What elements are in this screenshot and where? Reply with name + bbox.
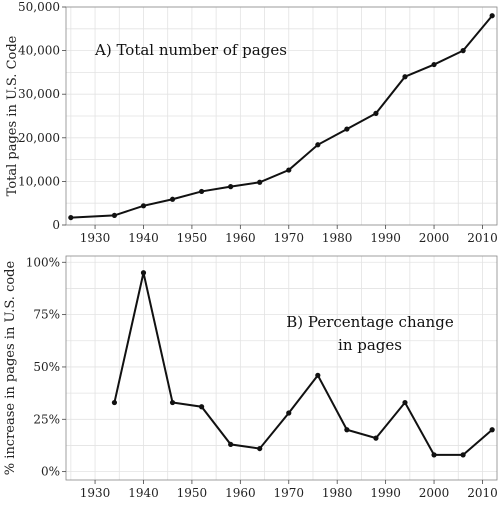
data-point: [402, 399, 408, 406]
x-tick-label: 1930: [80, 231, 111, 245]
x-tick-label: 1950: [177, 486, 208, 500]
x-tick-label: 1950: [177, 231, 208, 245]
panel-annotation: in pages: [338, 336, 402, 354]
plot-frame: [65, 6, 498, 226]
x-tick-label: 1930: [80, 486, 111, 500]
x-tick-label: 1960: [225, 486, 256, 500]
data-point: [140, 203, 147, 209]
chart-panel-b: 1930 1940 1950 1960 1970 1980 1990 2000 2010 0% 25…: [3, 255, 498, 500]
y-tick-label: 40,000: [18, 44, 60, 58]
data-point: [228, 184, 234, 190]
panel-annotation: A) Total number of pages: [94, 41, 287, 59]
y-tick-label: 100%: [26, 255, 60, 269]
data-point: [286, 410, 292, 416]
data-point: [169, 196, 176, 202]
x-tick-label: 1970: [273, 231, 304, 245]
y-axis-label: Total pages in U.S. Code: [5, 35, 20, 196]
data-point: [111, 212, 118, 219]
data-point: [315, 142, 321, 148]
y-axis-label: % increase in pages in U.S. code: [3, 261, 18, 476]
x-tick-label: 1940: [128, 231, 159, 245]
data-point: [315, 372, 321, 378]
x-tick-label: 1980: [322, 486, 353, 500]
data-point: [169, 399, 176, 406]
data-point: [228, 441, 234, 448]
data-point: [431, 61, 437, 68]
data-point: [140, 270, 147, 276]
x-tick-label: 2010: [467, 486, 498, 500]
y-tick-label: 0%: [41, 465, 60, 479]
data-point: [257, 179, 263, 185]
y-tick-label: 50,000: [18, 0, 60, 14]
y-tick-label: 75%: [33, 308, 60, 322]
plot-frame: [65, 255, 498, 481]
x-tick-label: 1960: [225, 231, 256, 245]
data-point: [460, 48, 466, 54]
panel-annotation: B) Percentage change: [286, 313, 454, 331]
data-point: [402, 74, 408, 80]
y-tick-label: 0: [52, 218, 60, 232]
series-line: [113, 272, 493, 456]
x-tick-label: 1990: [370, 231, 401, 245]
data-point: [198, 404, 205, 410]
data-point: [460, 452, 466, 458]
data-point: [68, 214, 74, 221]
x-tick-label: 1940: [128, 486, 159, 500]
data-point: [286, 167, 292, 173]
x-tick-label: 2010: [467, 231, 498, 245]
data-point: [489, 427, 495, 433]
data-point: [111, 399, 118, 406]
chart-panel-a: 1930 1940 1950 1960 1970 1980 1990 2000 2010 0 10,…: [5, 0, 498, 245]
x-tick-label: 1980: [322, 231, 353, 245]
data-point: [373, 435, 379, 441]
data-point: [344, 427, 350, 433]
x-tick-label: 1970: [273, 486, 304, 500]
data-point: [257, 445, 263, 452]
y-tick-label: 50%: [33, 360, 60, 374]
data-point: [431, 452, 437, 458]
y-tick-label: 20,000: [18, 131, 60, 145]
x-tick-label: 1990: [370, 486, 401, 500]
y-tick-label: 25%: [33, 412, 60, 426]
x-tick-label: 2000: [419, 486, 450, 500]
data-point: [344, 126, 350, 132]
x-tick-label: 2000: [419, 231, 450, 245]
data-point: [198, 188, 205, 195]
y-tick-label: 10,000: [18, 174, 60, 188]
y-tick-label: 30,000: [18, 87, 60, 101]
data-point: [489, 13, 495, 19]
data-point: [373, 110, 379, 116]
